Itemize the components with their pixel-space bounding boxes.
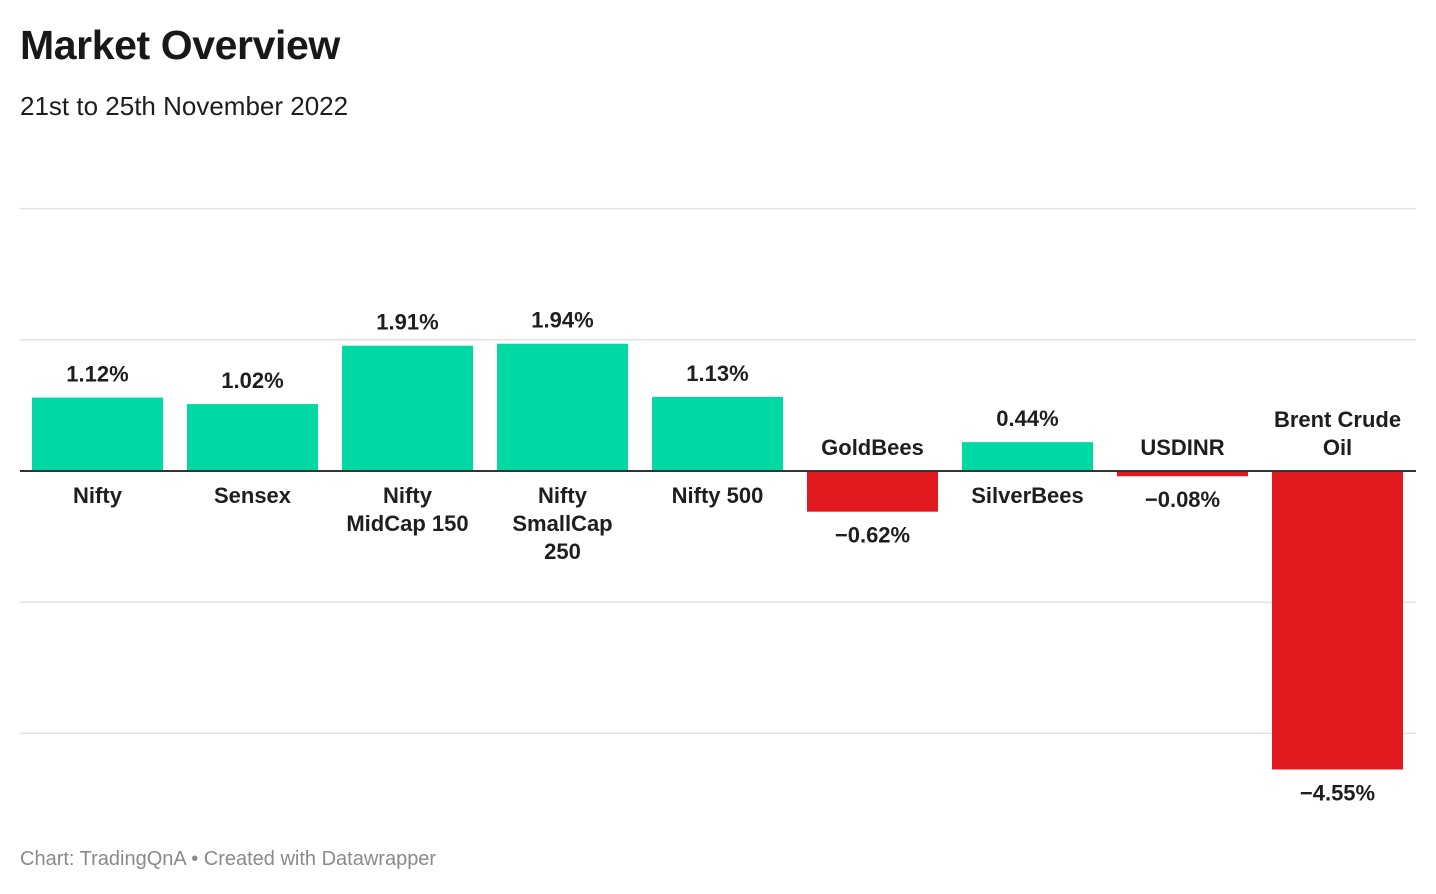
category-label: GoldBees bbox=[821, 435, 924, 460]
category-label-line: SilverBees bbox=[971, 483, 1084, 508]
chart-title: Market Overview bbox=[20, 22, 340, 68]
category-label-line: Nifty bbox=[73, 483, 123, 508]
chart-source-credit: Chart: TradingQnA • Created with Datawra… bbox=[20, 848, 437, 870]
category-label-line: MidCap 150 bbox=[346, 511, 468, 536]
category-label: Nifty SmallCap 250 bbox=[512, 483, 612, 564]
category-label: Nifty MidCap 150 bbox=[346, 483, 468, 536]
category-label: Nifty 500 bbox=[672, 483, 764, 508]
data-label: 1.12% bbox=[66, 362, 128, 387]
gridlines bbox=[20, 207, 1416, 735]
category-label-line: Nifty 500 bbox=[672, 483, 764, 508]
data-label: −4.55% bbox=[1300, 780, 1375, 805]
category-label: SilverBees bbox=[971, 483, 1084, 508]
category-label-line: 250 bbox=[544, 539, 581, 564]
category-label: USDINR bbox=[1140, 435, 1224, 460]
category-label-line: USDINR bbox=[1140, 435, 1224, 460]
chart-subtitle: 21st to 25th November 2022 bbox=[20, 91, 349, 121]
category-label-line: Oil bbox=[1323, 435, 1352, 460]
category-label-line: Nifty bbox=[538, 483, 588, 508]
category-label: Nifty bbox=[73, 483, 123, 508]
category-label-line: Brent Crude bbox=[1274, 407, 1401, 432]
bar bbox=[342, 345, 473, 471]
data-label: −0.08% bbox=[1145, 487, 1220, 512]
bar bbox=[652, 396, 783, 471]
data-label: 0.44% bbox=[996, 406, 1058, 431]
category-label-line: Sensex bbox=[214, 483, 292, 508]
bar bbox=[807, 471, 938, 512]
category-label: Brent Crude Oil bbox=[1274, 407, 1401, 460]
category-label: Sensex bbox=[214, 483, 292, 508]
bars bbox=[32, 343, 1403, 770]
category-label-line: GoldBees bbox=[821, 435, 924, 460]
bar bbox=[187, 404, 318, 471]
labels: 1.12% Nifty 1.02% Sensex 1.91% Nifty MidCap 15… bbox=[66, 308, 1401, 806]
bar bbox=[497, 343, 628, 471]
data-label: 1.02% bbox=[221, 368, 283, 393]
bar bbox=[1117, 471, 1248, 477]
data-label: 1.91% bbox=[376, 310, 438, 335]
bar bbox=[1272, 471, 1403, 770]
data-label: 1.13% bbox=[686, 361, 748, 386]
bar bbox=[32, 397, 163, 471]
category-label-line: SmallCap bbox=[512, 511, 612, 536]
data-label: 1.94% bbox=[531, 308, 593, 333]
data-label: −0.62% bbox=[835, 523, 910, 548]
category-label-line: Nifty bbox=[383, 483, 433, 508]
bar bbox=[962, 442, 1093, 471]
